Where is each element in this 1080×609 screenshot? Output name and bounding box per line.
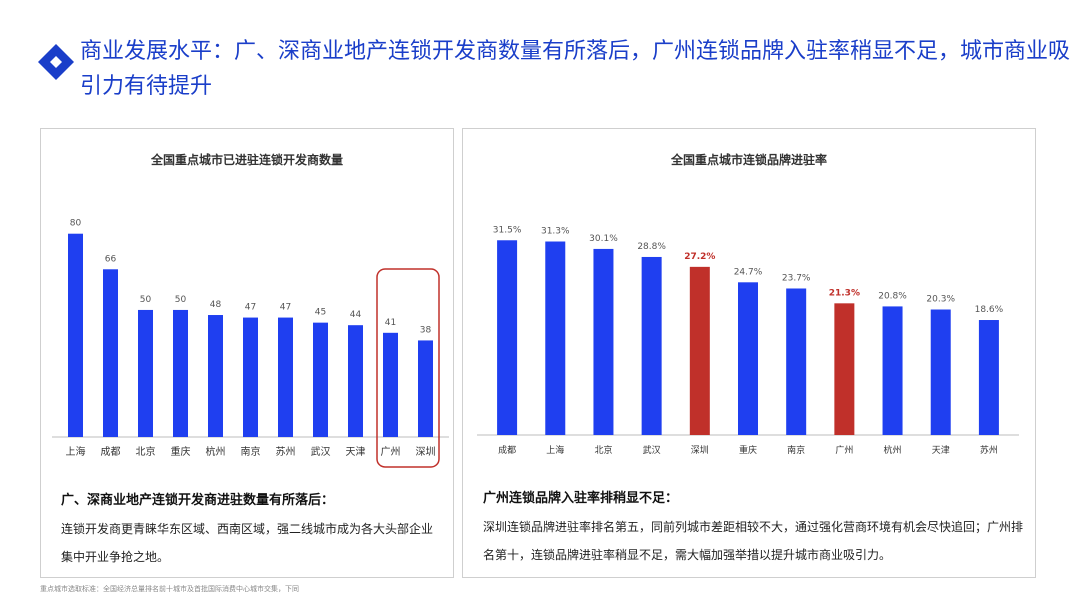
category-tick-label: 重庆: [739, 444, 757, 456]
value-label: 24.7%: [734, 267, 763, 277]
category-tick-label: 天津: [346, 446, 366, 458]
bar: [497, 240, 518, 435]
bar: [786, 288, 807, 435]
value-label: 50: [175, 295, 187, 305]
value-label: 47: [280, 303, 291, 313]
category-tick-label: 武汉: [311, 445, 331, 458]
bar: [173, 309, 188, 437]
value-label: 20.8%: [878, 291, 907, 301]
footnote: 重点城市选取标准：全国经济总量排名前十城市及首批国际消费中心城市交集，下同: [40, 585, 299, 593]
right-chart-title: 全国重点城市连锁品牌进驻率: [670, 153, 827, 167]
value-label: 38: [420, 325, 432, 335]
bar: [882, 306, 903, 435]
bar: [278, 317, 293, 437]
value-label: 27.2%: [684, 252, 715, 262]
bar: [978, 320, 999, 435]
category-tick-label: 成都: [498, 444, 516, 456]
category-tick-label: 重庆: [171, 445, 191, 458]
bar: [930, 309, 951, 435]
value-label: 66: [105, 254, 117, 264]
left-chart-panel: 全国重点城市已进驻连锁开发商数量 80 上海 66 成都 50 北京 50 重庆 48 杭州 47 南…: [40, 128, 454, 578]
value-label: 31.5%: [493, 225, 522, 235]
category-tick-label: 广州: [381, 446, 401, 458]
category-tick-label: 南京: [241, 445, 261, 458]
category-tick-label: 南京: [787, 444, 805, 456]
left-chart-title: 全国重点城市已进驻连锁开发商数量: [150, 153, 343, 167]
category-tick-label: 深圳: [416, 446, 436, 458]
value-label: 48: [210, 300, 222, 310]
value-label: 45: [315, 308, 326, 318]
category-tick-label: 上海: [546, 444, 564, 456]
right-bar-chart: 31.5% 成都 31.3% 上海 30.1% 北京 28.8% 武汉 27.2% 深圳 24.7%…: [477, 225, 1019, 456]
category-tick-label: 苏州: [276, 445, 296, 458]
category-tick-label: 天津: [932, 445, 950, 456]
right-chart-panel: 全国重点城市连锁品牌进驻率 31.5% 成都 31.3% 上海 30.1% 北京 28.8%…: [462, 128, 1036, 578]
bar: [418, 340, 433, 437]
bar: [243, 317, 258, 437]
category-tick-label: 武汉: [643, 444, 661, 456]
bar: [383, 332, 398, 437]
value-label: 28.8%: [637, 242, 666, 252]
bar: [208, 315, 223, 437]
category-tick-label: 杭州: [884, 444, 902, 456]
value-label: 23.7%: [782, 273, 811, 283]
bar: [348, 325, 363, 437]
bar: [68, 233, 83, 437]
highlight-box: [376, 268, 440, 468]
category-tick-label: 上海: [66, 445, 86, 458]
bar: [834, 303, 855, 435]
category-tick-label: 北京: [594, 444, 612, 456]
bar: [593, 248, 614, 435]
value-label: 47: [245, 303, 256, 313]
bar: [103, 269, 118, 437]
value-label: 44: [350, 310, 362, 320]
category-tick-label: 成都: [101, 446, 121, 458]
bar: [545, 241, 566, 435]
category-tick-label: 北京: [136, 445, 156, 458]
category-tick-label: 苏州: [980, 444, 998, 456]
bar: [313, 322, 328, 437]
left-subtitle: 广、深商业地产连锁开发商进驻数量有所落后：: [61, 493, 335, 508]
value-label: 18.6%: [975, 305, 1004, 315]
bar: [641, 256, 662, 435]
right-subtitle: 广州连锁品牌入驻率排稍显不足：: [483, 491, 679, 506]
value-label: 50: [140, 295, 152, 305]
value-label: 30.1%: [589, 234, 618, 244]
left-body-text: 连锁开发商更青睐华东区域、西南区域，强二线城市成为各大头部企业集中开业争抢之地。: [61, 522, 434, 564]
value-label: 41: [385, 318, 396, 328]
bar: [689, 266, 710, 435]
category-tick-label: 深圳: [691, 445, 709, 456]
value-label: 31.3%: [541, 227, 570, 237]
value-label: 20.3%: [926, 295, 955, 305]
value-label: 21.3%: [829, 288, 860, 298]
bar: [738, 282, 758, 435]
right-body-text: 深圳连锁品牌进驻率排名第五，同前列城市差距相较不大，通过强化营商环境有机会尽快追…: [483, 520, 1024, 562]
page-title: 商业发展水平：广、深商业地产连锁开发商数量有所落后，广州连锁品牌入驻率稍显不足，…: [80, 39, 1071, 99]
left-bar-chart: 80 上海 66 成都 50 北京 50 重庆 48 杭州 47 南京 47 苏州 45 武汉 44 天津 41 广州…: [52, 219, 449, 468]
category-tick-label: 杭州: [206, 445, 226, 458]
category-tick-label: 广州: [835, 444, 853, 456]
bar: [138, 309, 153, 437]
value-label: 80: [70, 219, 82, 229]
